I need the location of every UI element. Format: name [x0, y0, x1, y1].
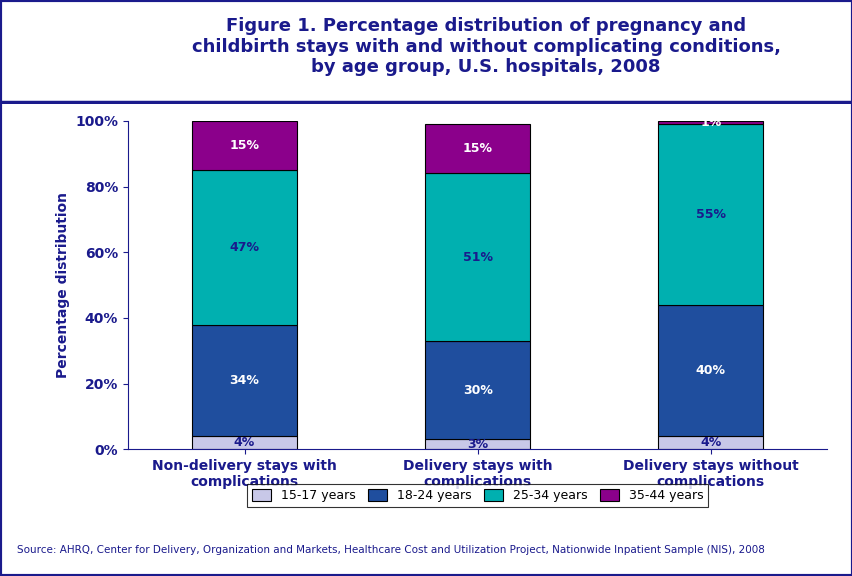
Text: 15%: 15%: [229, 139, 259, 152]
Text: 4%: 4%: [233, 436, 255, 449]
Bar: [424, 124, 530, 173]
Y-axis label: Percentage distribution: Percentage distribution: [55, 192, 70, 378]
Bar: [658, 305, 763, 436]
Text: 4%: 4%: [699, 436, 721, 449]
Bar: [192, 170, 296, 324]
Legend: 15-17 years, 18-24 years, 25-34 years, 35-44 years: 15-17 years, 18-24 years, 25-34 years, 3…: [247, 483, 707, 507]
Bar: [424, 439, 530, 449]
Bar: [658, 124, 763, 305]
Bar: [658, 121, 763, 124]
Text: 40%: 40%: [695, 364, 725, 377]
Bar: [658, 436, 763, 449]
Text: Source: AHRQ, Center for Delivery, Organization and Markets, Healthcare Cost and: Source: AHRQ, Center for Delivery, Organ…: [17, 545, 764, 555]
Text: 1%: 1%: [699, 116, 721, 129]
Text: 3%: 3%: [467, 438, 487, 451]
Bar: [192, 121, 296, 170]
Bar: [192, 436, 296, 449]
Bar: [192, 324, 296, 436]
Text: 55%: 55%: [695, 208, 725, 221]
Text: 51%: 51%: [462, 251, 492, 264]
Bar: [424, 341, 530, 439]
Text: 15%: 15%: [462, 142, 492, 156]
Text: Figure 1. Percentage distribution of pregnancy and
childbirth stays with and wit: Figure 1. Percentage distribution of pre…: [192, 17, 780, 77]
Text: 34%: 34%: [229, 374, 259, 387]
Bar: [424, 173, 530, 341]
Text: 30%: 30%: [462, 384, 492, 397]
Text: 47%: 47%: [229, 241, 259, 254]
